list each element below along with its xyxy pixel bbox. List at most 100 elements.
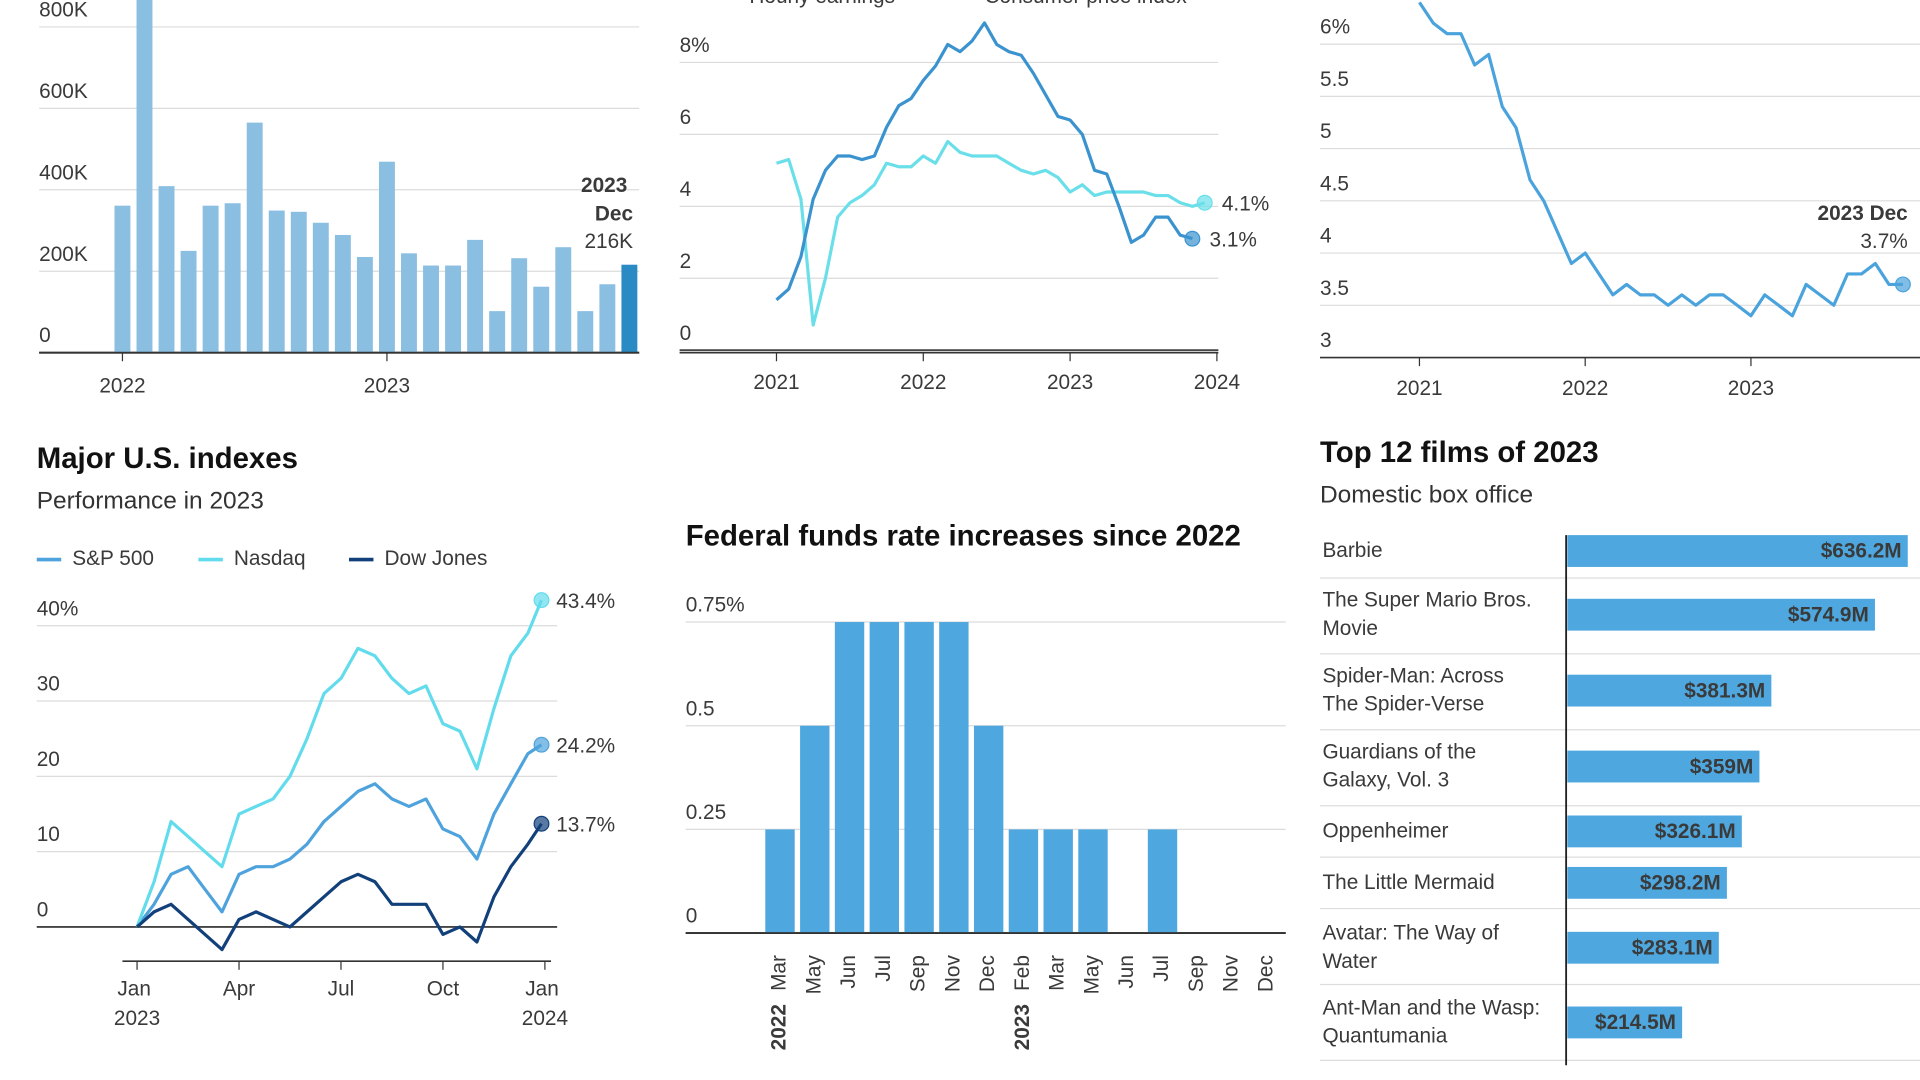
value-label: 13.7% — [556, 814, 615, 837]
value-label: 216K — [584, 230, 633, 253]
end-dot — [1184, 230, 1201, 247]
x-tick-label: May — [1080, 955, 1103, 995]
y-tick-label: 800K — [39, 0, 88, 22]
bar — [1008, 829, 1039, 934]
bar — [1567, 598, 1875, 631]
x-tick-label: Feb — [1011, 955, 1034, 991]
bar — [290, 211, 307, 353]
legend-label: Hourly earnings — [749, 0, 895, 8]
x-tick-label: 2021 — [1396, 377, 1442, 400]
value-label: $381.3M — [1684, 679, 1765, 702]
value-label: $359M — [1690, 755, 1754, 778]
x-tick-label: 2023 — [1728, 377, 1774, 400]
line — [135, 822, 543, 952]
film-label: Spider-Man: Across The Spider-Verse — [1322, 664, 1509, 715]
bar — [834, 622, 865, 934]
y-tick-label: 10 — [37, 823, 60, 846]
x-tick-label: Jul — [872, 955, 895, 982]
bar — [180, 250, 197, 353]
film-label: Guardians of the Galaxy, Vol. 3 — [1322, 740, 1482, 791]
value-label: $326.1M — [1655, 820, 1736, 843]
x-tick-label: 2021 — [753, 371, 799, 394]
x-tick-label: Sep — [1185, 955, 1208, 992]
chart-title: Federal funds rate increases since 2022 — [686, 519, 1241, 552]
x-group-label: 2023 — [1011, 1004, 1034, 1050]
bar — [765, 829, 795, 934]
bar — [246, 122, 263, 353]
x-tick-label: Apr — [223, 977, 255, 1000]
bar — [973, 725, 1004, 934]
y-tick-label: 0.25 — [686, 801, 726, 824]
bar — [1567, 815, 1742, 848]
bar — [1567, 866, 1727, 899]
y-tick-label: 0.5 — [686, 697, 715, 720]
x-tick-label: Sep — [907, 955, 930, 992]
bar — [378, 161, 395, 353]
bar — [489, 311, 506, 353]
film-label: Oppenheimer — [1322, 819, 1448, 842]
x-tick-label: Dec — [1254, 955, 1277, 992]
bar — [1043, 829, 1073, 934]
bar — [555, 247, 572, 353]
bar — [577, 311, 594, 353]
x-tick-label: 2022 — [99, 374, 145, 397]
bar — [1567, 931, 1719, 964]
bar — [939, 622, 969, 934]
legend-label: Dow Jones — [384, 547, 487, 570]
bar — [268, 210, 285, 353]
x-tick-label: Jan 2023 — [114, 977, 160, 1029]
bar — [1567, 750, 1760, 783]
bar — [1567, 535, 1908, 567]
bar — [621, 264, 638, 353]
value-label: 4.1% — [1222, 193, 1269, 216]
end-dot — [533, 592, 550, 609]
bar — [445, 265, 462, 353]
y-tick-label: 3 — [1320, 329, 1332, 352]
y-tick-label: 0 — [37, 899, 49, 922]
end-dot — [533, 736, 550, 753]
y-tick-label: 30 — [37, 673, 60, 696]
bar — [356, 256, 373, 353]
x-tick-label: Nov — [941, 955, 964, 993]
bar — [599, 284, 616, 353]
x-tick-label: Oct — [427, 977, 460, 1000]
x-tick-label: Jun — [1115, 955, 1138, 989]
y-tick-label: 4 — [1320, 225, 1332, 248]
y-tick-label: 20 — [37, 748, 60, 771]
x-group-label: 2022 — [768, 1004, 791, 1050]
film-label: Ant-Man and the Wasp: Quantumania — [1322, 996, 1546, 1047]
end-dot — [1894, 276, 1911, 293]
y-tick-label: 200K — [39, 243, 88, 266]
film-label: Barbie — [1322, 539, 1382, 562]
end-dot — [533, 815, 550, 832]
x-tick-label: May — [802, 955, 825, 995]
line — [775, 21, 1193, 302]
x-tick-label: Jul — [328, 977, 355, 1000]
value-label: $298.2M — [1640, 872, 1721, 895]
y-tick-label: 2 — [680, 250, 692, 273]
bar — [800, 725, 830, 934]
x-tick-label: Dec — [976, 955, 999, 992]
value-label: 3.1% — [1210, 229, 1257, 252]
y-tick-label: 6 — [680, 106, 692, 129]
bar — [423, 265, 439, 353]
y-tick-label: 5.5 — [1320, 68, 1349, 91]
chart-title: Major U.S. indexes — [37, 442, 298, 475]
bar — [904, 622, 934, 934]
y-tick-label: 4 — [680, 178, 692, 201]
bar — [869, 622, 900, 934]
y-tick-label: 5 — [1320, 120, 1332, 143]
chart-subtitle: Performance in 2023 — [37, 488, 264, 515]
y-tick-label: 40% — [37, 597, 79, 620]
legend-label: S&P 500 — [72, 547, 154, 570]
x-tick-label: Jan 2024 — [522, 977, 568, 1029]
bar — [1567, 674, 1772, 707]
y-tick-label: 4.5 — [1320, 172, 1349, 195]
bar — [1567, 1006, 1683, 1039]
x-tick-label: 2023 — [364, 374, 410, 397]
value-label: 3.7% — [1860, 230, 1907, 253]
bar — [1078, 829, 1108, 934]
x-tick-label: Nov — [1220, 955, 1243, 993]
x-tick-label: 2023 — [1047, 371, 1093, 394]
bar — [533, 286, 550, 353]
